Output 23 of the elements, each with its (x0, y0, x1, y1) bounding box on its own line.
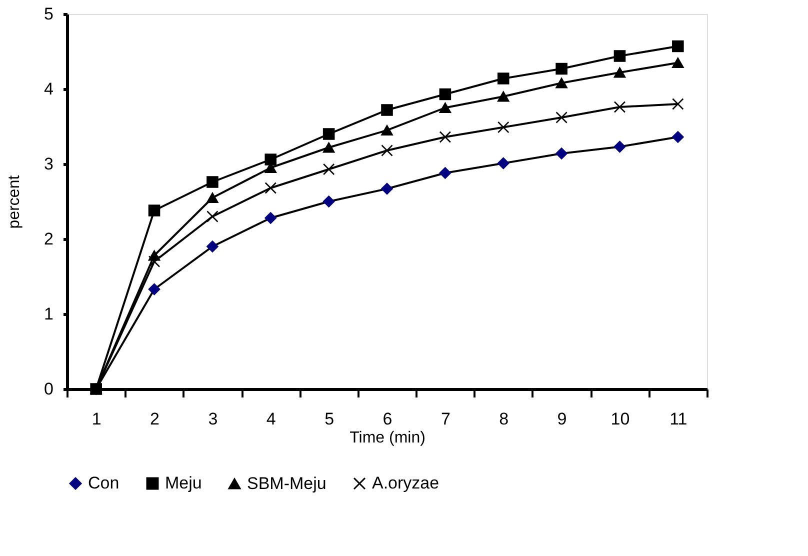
x-tick-label: 9 (557, 410, 567, 428)
legend-label: A.oryzae (372, 474, 440, 493)
y-tick-label: 2 (44, 230, 54, 248)
x-tick-label: 10 (610, 410, 630, 428)
y-tick-label: 5 (44, 4, 54, 24)
y-tick-label: 0 (44, 380, 54, 398)
legend-label: SBM-Meju (247, 474, 326, 493)
y-tick-label: 4 (44, 80, 54, 98)
x-tick-label: 11 (670, 410, 688, 428)
y-tick-label: 1 (44, 304, 54, 324)
y-tick-label: 3 (44, 154, 54, 174)
x-tick-label: 6 (382, 410, 392, 428)
legend-label: Con (88, 474, 120, 493)
y-axis-title: percent (6, 174, 24, 229)
x-tick-label: 4 (266, 410, 276, 428)
x-tick-label: 5 (324, 410, 334, 428)
x-tick-label: 7 (440, 410, 450, 428)
x-tick-label: 8 (499, 410, 509, 428)
x-axis-title: Time (min) (350, 430, 426, 446)
x-tick-label: 3 (208, 410, 218, 428)
legend-label: Meju (165, 474, 202, 493)
x-tick-label: 2 (150, 410, 160, 428)
x-tick-label: 1 (92, 410, 102, 428)
